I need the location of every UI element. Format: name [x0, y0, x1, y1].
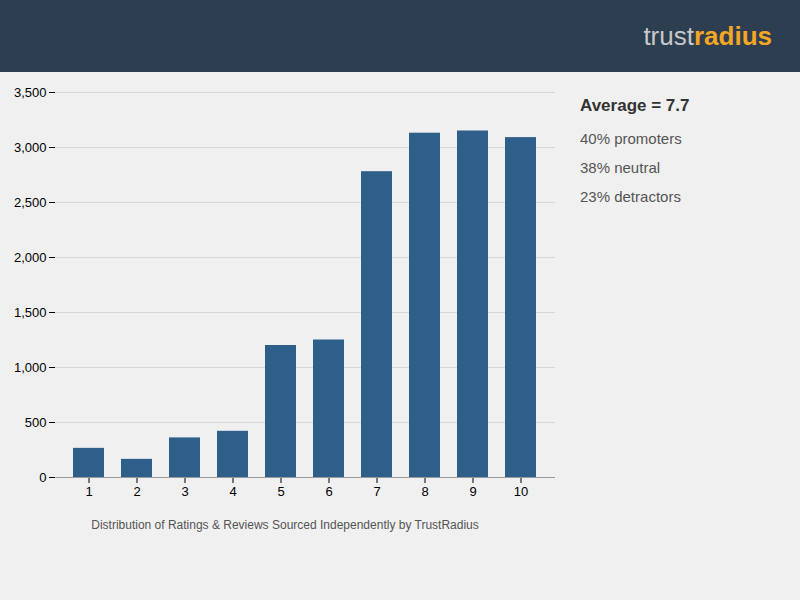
svg-text:3,500: 3,500 — [14, 85, 47, 100]
html-text:23% detractors: 23% detractors — [580, 188, 681, 205]
svg-text:1: 1 — [85, 484, 92, 499]
html-text:trust radius: trust radius — [643, 20, 772, 51]
svg-text:4: 4 — [229, 484, 236, 499]
svg-text:6: 6 — [325, 484, 332, 499]
html-text:Distribution of Ratings & Revi: Distribution of Ratings & Reviews Source… — [91, 518, 479, 532]
svg-text:3,000: 3,000 — [14, 140, 47, 155]
svg-text:500: 500 — [25, 415, 47, 430]
svg-text:1,000: 1,000 — [14, 360, 47, 375]
html-text:40% promoters: 40% promoters — [580, 130, 682, 147]
svg-text:8: 8 — [421, 484, 428, 499]
svg-text:0: 0 — [39, 470, 46, 485]
svg-text:2,500: 2,500 — [14, 195, 47, 210]
html-text:Average = 7.7: Average = 7.7 — [580, 96, 690, 115]
svg-text:1,500: 1,500 — [14, 305, 47, 320]
svg-text:9: 9 — [469, 484, 476, 499]
svg-text:10: 10 — [514, 484, 528, 499]
svg-text:5: 5 — [277, 484, 284, 499]
html-text:38% neutral: 38% neutral — [580, 159, 661, 176]
svg-text:2: 2 — [133, 484, 140, 499]
svg-text:7: 7 — [373, 484, 380, 499]
svg-text:2,000: 2,000 — [14, 250, 47, 265]
svg-text:3: 3 — [181, 484, 188, 499]
